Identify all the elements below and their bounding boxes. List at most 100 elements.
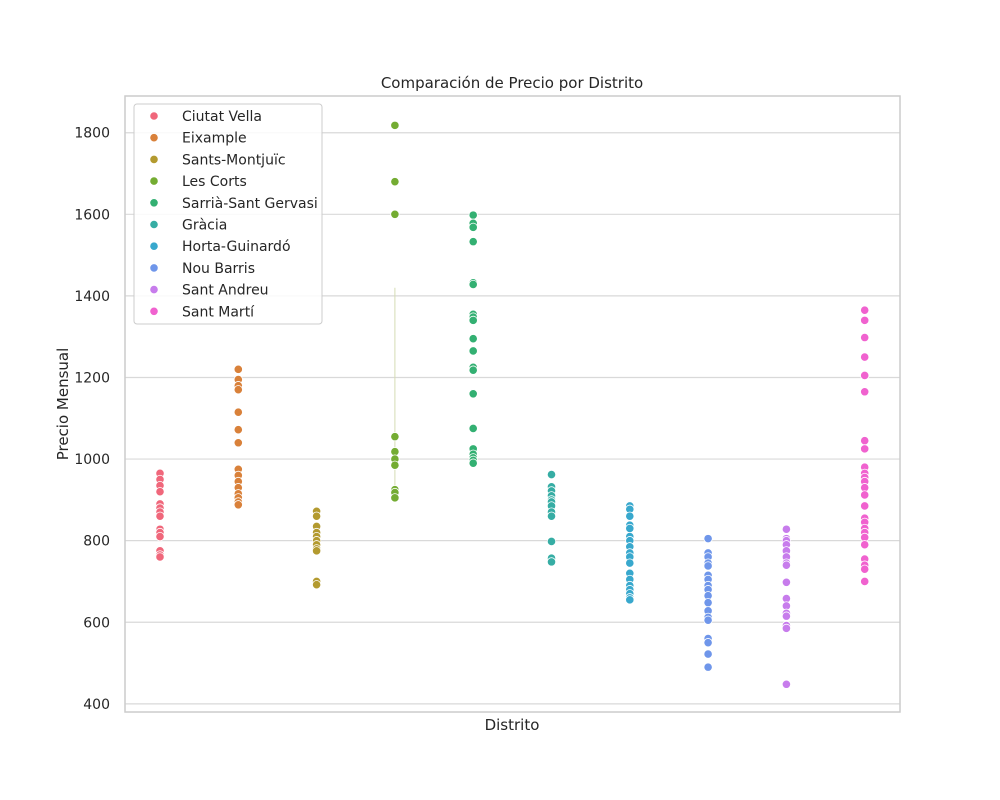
legend-marker — [149, 241, 159, 251]
data-point — [781, 623, 792, 633]
data-point — [390, 432, 400, 442]
data-point — [468, 346, 478, 356]
series-3 — [390, 120, 400, 503]
data-point — [233, 364, 243, 374]
y-tick-label: 400 — [83, 697, 110, 713]
data-point — [546, 469, 557, 480]
data-point — [860, 387, 870, 397]
data-point — [860, 576, 870, 587]
y-tick-label: 1000 — [74, 452, 110, 468]
data-point — [546, 536, 557, 547]
legend: Ciutat Vella Eixample Sants-Montjuïc Les Co… — [133, 103, 323, 325]
data-point — [468, 279, 478, 290]
y-tick-label: 800 — [83, 534, 110, 550]
data-point — [546, 511, 557, 521]
data-point — [781, 560, 792, 570]
data-point — [860, 332, 870, 343]
data-point — [703, 534, 713, 544]
data-point — [155, 511, 165, 521]
data-point — [703, 649, 713, 659]
data-point — [233, 438, 243, 448]
series-6 — [625, 501, 635, 605]
legend-label: Sant Martí — [182, 304, 255, 320]
chart-title: Comparación de Precio por Distrito — [381, 74, 643, 92]
data-point — [781, 611, 792, 621]
legend-marker — [149, 284, 159, 295]
y-tick-label: 1200 — [74, 370, 110, 386]
legend-marker — [149, 154, 159, 164]
series-9 — [860, 305, 870, 587]
data-point — [155, 531, 165, 542]
data-point — [390, 209, 400, 219]
data-point — [781, 577, 792, 587]
legend-label: Ciutat Vella — [182, 109, 262, 125]
data-point — [860, 501, 870, 511]
legend-marker — [149, 219, 159, 230]
data-point — [703, 561, 713, 571]
series-1 — [233, 364, 243, 510]
data-point — [468, 423, 478, 434]
data-point — [233, 425, 243, 435]
legend-label: Sant Andreu — [182, 283, 269, 299]
data-point — [155, 552, 165, 562]
y-tick-labels: 400 600 800 1000 1200 1400 1600 1800 — [74, 126, 110, 713]
data-point — [625, 511, 635, 521]
data-point — [233, 407, 243, 417]
legend-label: Sants-Montjuïc — [182, 152, 286, 168]
y-tick-label: 1600 — [74, 207, 110, 223]
legend-marker — [149, 198, 159, 208]
data-point — [625, 595, 635, 605]
data-point — [860, 315, 870, 325]
y-tick-label: 1400 — [74, 289, 110, 305]
legend-label: Gràcia — [182, 218, 227, 234]
legend-marker — [149, 111, 159, 121]
data-point — [546, 557, 557, 567]
data-point — [468, 458, 478, 468]
y-tick-label: 600 — [83, 615, 110, 631]
plot-area-frame — [124, 95, 901, 713]
data-point — [390, 177, 400, 187]
y-tick-label: 1800 — [74, 126, 110, 142]
data-point — [860, 352, 870, 362]
data-point — [311, 511, 322, 521]
data-point — [860, 444, 870, 454]
series-0 — [155, 468, 165, 562]
legend-label: Sarrià-Sant Gervasi — [182, 196, 318, 212]
data-point — [233, 500, 243, 510]
data-point — [233, 385, 243, 395]
legend-marker — [149, 133, 159, 143]
data-point — [860, 564, 870, 574]
data-point — [625, 523, 635, 534]
legend-marker — [149, 176, 159, 186]
data-point — [390, 120, 400, 130]
data-point — [860, 540, 870, 550]
data-point — [781, 524, 792, 534]
series-5 — [546, 469, 557, 567]
legend-marker — [149, 263, 159, 273]
data-point — [703, 598, 713, 608]
x-axis-label: Distrito — [485, 716, 540, 734]
series-2 — [311, 506, 322, 590]
data-point — [703, 662, 713, 672]
series-8 — [781, 524, 792, 689]
data-point — [468, 365, 478, 375]
data-point — [468, 222, 478, 232]
data-point — [390, 493, 400, 503]
data-point — [311, 580, 322, 590]
data-point — [625, 558, 635, 568]
data-point — [703, 638, 713, 648]
data-point — [703, 615, 713, 625]
data-point — [468, 334, 478, 344]
legend-label: Eixample — [182, 131, 247, 147]
data-point — [860, 305, 870, 315]
data-points — [155, 120, 870, 689]
legend-label: Nou Barris — [182, 261, 255, 277]
y-axis-label: Precio Mensual — [54, 348, 72, 461]
legend-marker — [149, 306, 159, 316]
data-point — [781, 679, 792, 689]
data-point — [468, 389, 478, 399]
data-point — [390, 460, 400, 470]
data-point — [468, 237, 478, 247]
series-4 — [468, 210, 478, 468]
